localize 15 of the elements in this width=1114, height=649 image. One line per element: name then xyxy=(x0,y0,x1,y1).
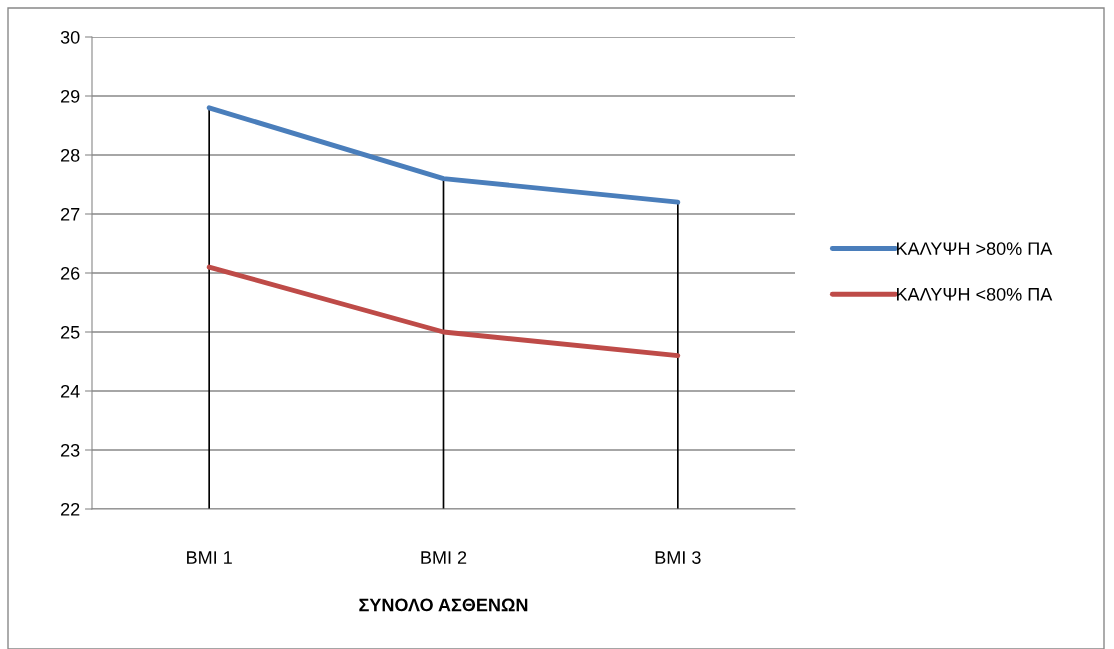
x-axis-title: ΣΥΝΟΛΟ ΑΣΘΕΝΩΝ xyxy=(359,598,528,612)
y-tick-label: 23 xyxy=(61,443,80,457)
y-tick-label: 29 xyxy=(61,89,80,103)
y-tick-label: 25 xyxy=(61,325,80,339)
legend-label: ΚΑΛΥΨΗ >80% ΠΑ xyxy=(897,242,1053,255)
x-tick-label: BMI 3 xyxy=(655,551,701,564)
y-tick-label: 28 xyxy=(61,148,80,162)
x-tick-label: BMI 2 xyxy=(421,551,467,564)
y-tick-label: 27 xyxy=(61,207,80,221)
y-tick-label: 22 xyxy=(61,502,80,516)
x-tick-label: BMI 1 xyxy=(187,551,232,564)
y-tick-label: 26 xyxy=(61,266,80,280)
y-tick-label: 30 xyxy=(60,30,80,44)
y-tick-label: 24 xyxy=(61,384,80,398)
legend-label: ΚΑΛΥΨΗ <80% ΠΑ xyxy=(897,287,1053,301)
